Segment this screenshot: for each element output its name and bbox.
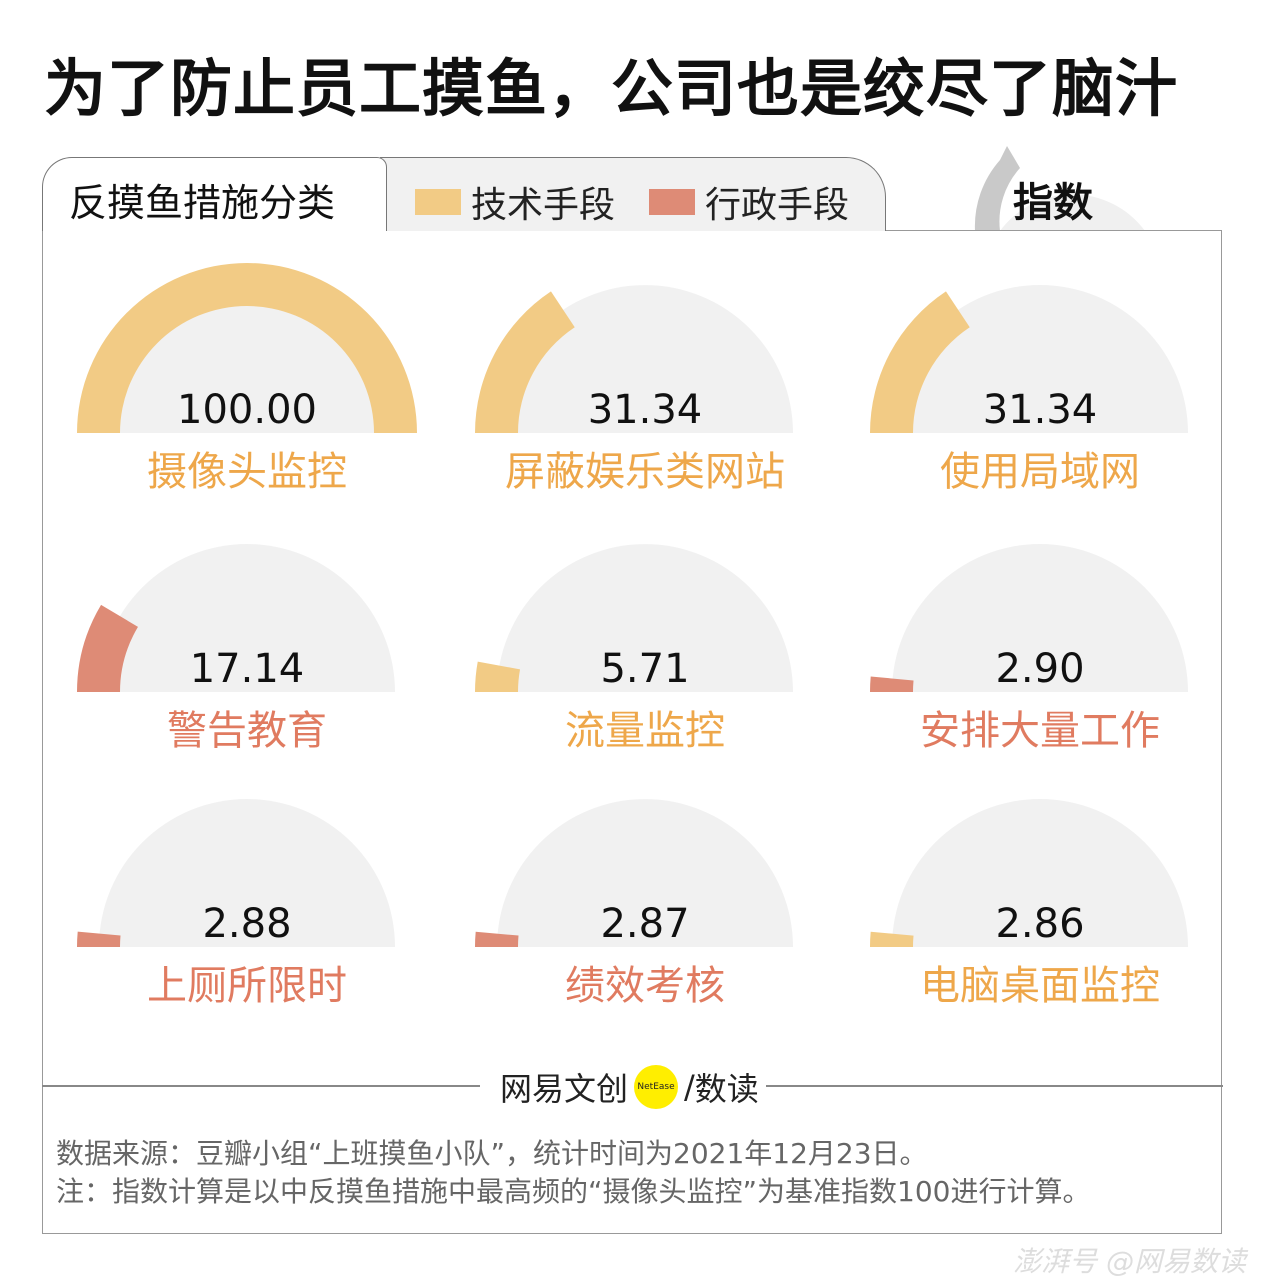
gauge-background — [99, 544, 395, 692]
index-label: 指数 — [1013, 180, 1093, 226]
legend-label: 行政手段 — [705, 185, 850, 226]
gauge-value: 31.34 — [983, 387, 1098, 433]
gauge-label: 使用局域网 — [940, 449, 1140, 495]
method-note: 注：指数计算是以中反摸鱼措施中最高频的“摄像头监控”为基准指数100进行计算。 — [56, 1175, 1091, 1208]
logo-text: 网易文创 — [500, 1070, 629, 1108]
gauge-value: 31.34 — [588, 387, 703, 433]
divider — [42, 1085, 480, 1087]
gauge-background — [497, 544, 793, 692]
gauge-background — [892, 799, 1188, 947]
legend-item-admin: 行政手段 — [649, 176, 849, 228]
gauge-label: 摄像头监控 — [147, 449, 347, 495]
legend-tab: 技术手段 行政手段 — [380, 157, 886, 231]
gauge-label: 屏蔽娱乐类网站 — [505, 449, 785, 495]
gauge-label: 流量监控 — [565, 708, 725, 754]
logo-badge: NetEase — [634, 1065, 679, 1109]
gauge-value: 2.90 — [995, 646, 1084, 692]
gauge-arc — [870, 291, 970, 433]
watermark: 澎湃号 @网易数读 — [1013, 1245, 1246, 1278]
gauge-value: 5.71 — [600, 646, 689, 692]
gauge-label: 安排大量工作 — [920, 708, 1160, 754]
gauge-value: 2.86 — [995, 901, 1084, 947]
gauge-arc — [77, 604, 138, 692]
gauge-value: 100.00 — [177, 387, 317, 433]
gauge-label: 电脑桌面监控 — [920, 963, 1160, 1009]
gauge-background — [497, 799, 793, 947]
legend-item-tech: 技术手段 — [415, 176, 615, 228]
index-header: 指数 — [945, 138, 1145, 231]
gauge-icon — [974, 146, 1145, 231]
gauge-arc — [870, 676, 914, 692]
gauge-background — [99, 799, 395, 947]
legend-swatch — [415, 189, 461, 215]
category-tab: 反摸鱼措施分类 — [42, 157, 387, 231]
logo-text: 数读 — [694, 1070, 759, 1108]
gauge-value: 17.14 — [190, 646, 305, 692]
tab-label: 反摸鱼措施分类 — [69, 181, 336, 225]
gauge-background — [892, 544, 1188, 692]
gauge-arc — [475, 931, 519, 947]
legend-swatch — [649, 189, 695, 215]
gauge-label: 绩效考核 — [565, 963, 725, 1009]
legend-label: 技术手段 — [471, 185, 616, 226]
gauge-arc — [870, 931, 914, 947]
gauge-grid: 100.00 摄像头监控 31.34 屏蔽娱乐类网站 31.34 使用局域网 17.14 警告… — [77, 263, 1188, 1009]
gauge-value: 2.87 — [600, 901, 689, 947]
gauge-arc — [77, 263, 417, 433]
divider — [766, 1085, 1223, 1087]
page-title: 为了防止员工摸鱼，公司也是绞尽了脑汁 — [44, 52, 1179, 125]
brand-logo: 网易文创 NetEase / 数读 — [500, 1064, 759, 1110]
gauge-value: 2.88 — [202, 901, 291, 947]
gauge-arc — [475, 291, 575, 433]
notes: 数据来源：豆瓣小组“上班摸鱼小队”，统计时间为2021年12月23日。注：指数计… — [56, 1135, 1090, 1211]
source-note: 数据来源：豆瓣小组“上班摸鱼小队”，统计时间为2021年12月23日。 — [56, 1137, 928, 1170]
gauge-label: 警告教育 — [167, 708, 327, 754]
gauge-arc — [77, 931, 121, 947]
gauge-label: 上厕所限时 — [147, 963, 347, 1009]
gauge-arc — [475, 661, 521, 692]
